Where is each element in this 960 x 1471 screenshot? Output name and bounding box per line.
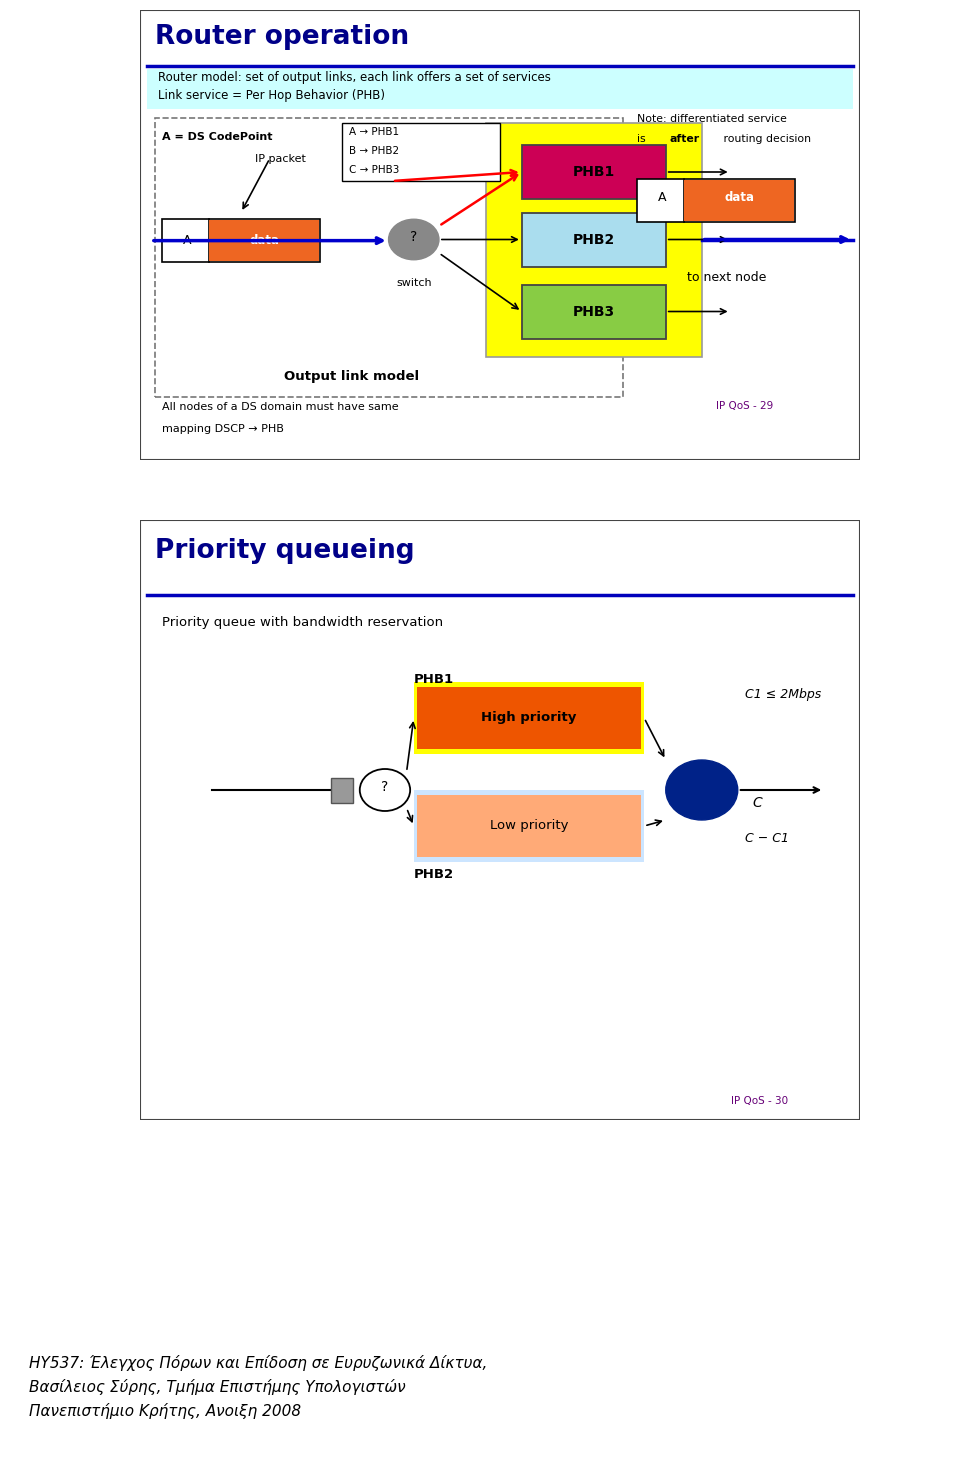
- FancyBboxPatch shape: [522, 146, 666, 199]
- FancyBboxPatch shape: [414, 790, 644, 862]
- Text: A = DS CodePoint: A = DS CodePoint: [161, 131, 273, 141]
- Text: ?: ?: [381, 780, 389, 794]
- Text: A → PHB1: A → PHB1: [349, 127, 399, 137]
- FancyBboxPatch shape: [161, 219, 320, 262]
- FancyBboxPatch shape: [331, 778, 352, 803]
- Text: data: data: [724, 191, 755, 204]
- Text: PHB2: PHB2: [414, 868, 454, 881]
- Text: Priority queue with bandwidth reservation: Priority queue with bandwidth reservatio…: [161, 616, 443, 630]
- Text: ΗΥ537: Έλεγχος Πόρων και Επίδοση σε Ευρυζωνικά Δίκτυα,
Βασίλειος Σύρης, Τμήμα Επ: ΗΥ537: Έλεγχος Πόρων και Επίδοση σε Ευρυ…: [29, 1355, 487, 1420]
- FancyBboxPatch shape: [522, 284, 666, 338]
- FancyBboxPatch shape: [147, 69, 853, 109]
- FancyBboxPatch shape: [418, 687, 640, 749]
- Text: IP QoS - 30: IP QoS - 30: [731, 1096, 788, 1106]
- Circle shape: [360, 769, 410, 811]
- Text: C − C1: C − C1: [745, 833, 789, 844]
- Text: data: data: [249, 234, 279, 247]
- Text: A: A: [182, 234, 191, 247]
- Ellipse shape: [389, 219, 439, 260]
- Text: All nodes of a DS domain must have same: All nodes of a DS domain must have same: [161, 402, 398, 412]
- Text: IP packet: IP packet: [255, 154, 306, 163]
- Text: after: after: [669, 134, 700, 144]
- FancyBboxPatch shape: [684, 179, 794, 221]
- FancyBboxPatch shape: [140, 10, 860, 460]
- Circle shape: [666, 761, 737, 819]
- Text: switch: switch: [396, 278, 432, 288]
- Text: High priority: High priority: [481, 712, 577, 725]
- Text: A: A: [658, 191, 666, 204]
- Text: IP QoS - 29: IP QoS - 29: [716, 402, 774, 412]
- FancyBboxPatch shape: [486, 122, 702, 356]
- FancyBboxPatch shape: [155, 118, 623, 397]
- FancyBboxPatch shape: [209, 221, 319, 260]
- Text: C: C: [753, 796, 762, 811]
- FancyBboxPatch shape: [140, 521, 860, 1119]
- Text: is: is: [637, 134, 649, 144]
- FancyBboxPatch shape: [342, 122, 500, 181]
- Text: Router operation: Router operation: [155, 24, 409, 50]
- Text: Link service = Per Hop Behavior (PHB): Link service = Per Hop Behavior (PHB): [158, 88, 385, 101]
- Text: Priority queueing: Priority queueing: [155, 538, 414, 563]
- Text: mapping DSCP → PHB: mapping DSCP → PHB: [161, 424, 283, 434]
- Text: Note: differentiated service: Note: differentiated service: [637, 113, 787, 124]
- Text: PHB1: PHB1: [572, 165, 615, 179]
- Text: Router model: set of output links, each link offers a set of services: Router model: set of output links, each …: [158, 71, 551, 84]
- Text: PHB1: PHB1: [414, 674, 454, 685]
- Text: Low priority: Low priority: [490, 819, 568, 833]
- Text: routing decision: routing decision: [720, 134, 811, 144]
- Text: Output link model: Output link model: [284, 371, 420, 382]
- Text: B → PHB2: B → PHB2: [349, 146, 399, 156]
- Text: ?: ?: [410, 231, 418, 244]
- Text: PHB2: PHB2: [572, 232, 615, 247]
- FancyBboxPatch shape: [414, 683, 644, 755]
- Text: C → PHB3: C → PHB3: [349, 165, 399, 175]
- FancyBboxPatch shape: [418, 794, 640, 858]
- FancyBboxPatch shape: [637, 179, 795, 222]
- Text: C1 ≤ 2Mbps: C1 ≤ 2Mbps: [745, 688, 821, 702]
- Text: PHB3: PHB3: [573, 304, 614, 319]
- Text: to next node: to next node: [687, 271, 767, 284]
- FancyBboxPatch shape: [522, 212, 666, 266]
